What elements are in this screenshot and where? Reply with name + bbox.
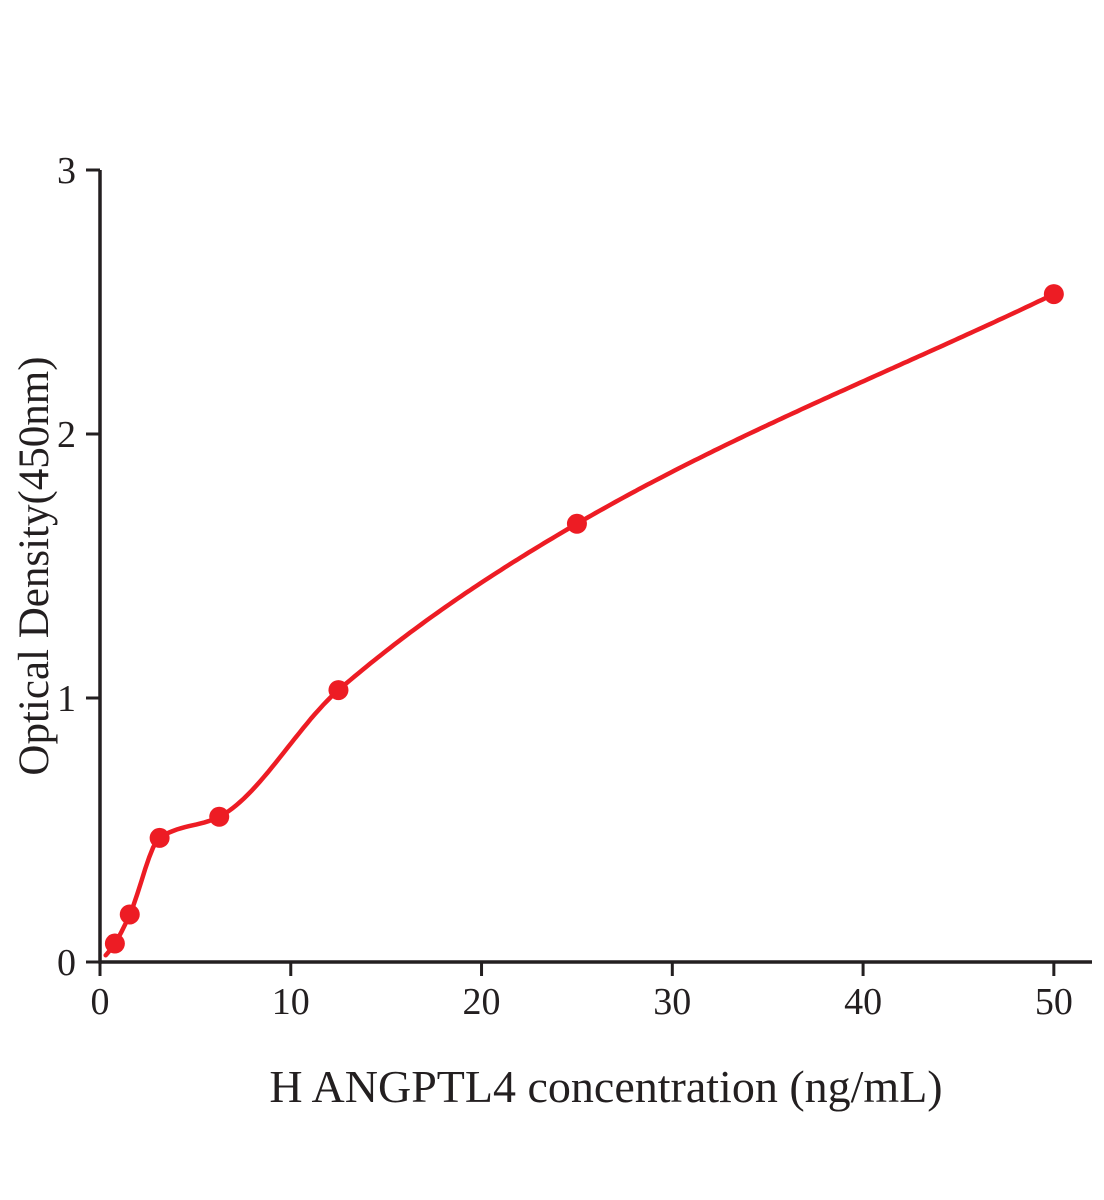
y-axis-label: Optical Density(450nm) bbox=[11, 356, 58, 776]
data-point bbox=[104, 933, 125, 954]
x-tick-label: 20 bbox=[463, 981, 501, 1023]
y-tick-label: 2 bbox=[57, 414, 76, 456]
data-point bbox=[209, 806, 230, 827]
y-tick-label: 3 bbox=[57, 150, 76, 192]
y-tick-label: 0 bbox=[57, 942, 76, 984]
data-point bbox=[1043, 284, 1064, 305]
data-point bbox=[328, 680, 349, 701]
x-tick-label: 50 bbox=[1035, 981, 1073, 1023]
x-tick-label: 30 bbox=[653, 981, 691, 1023]
data-point bbox=[149, 827, 170, 848]
y-tick-label: 1 bbox=[57, 678, 76, 720]
x-tick-label: 0 bbox=[91, 981, 110, 1023]
data-point bbox=[566, 513, 587, 534]
fit-curve bbox=[103, 291, 1057, 958]
data-point bbox=[119, 904, 140, 925]
x-tick-label: 40 bbox=[844, 981, 882, 1023]
x-axis-label: H ANGPTL4 concentration (ng/mL) bbox=[269, 1061, 943, 1112]
x-tick-label: 10 bbox=[272, 981, 310, 1023]
